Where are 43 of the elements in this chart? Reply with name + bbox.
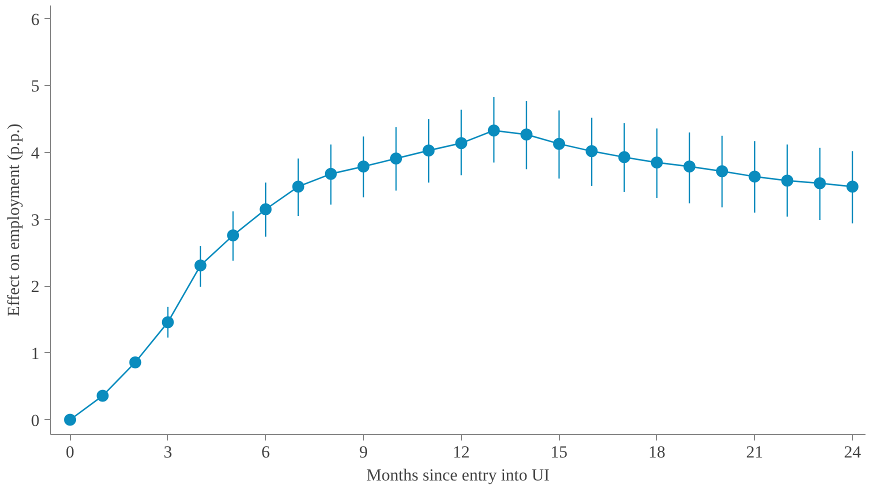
point [96,390,109,402]
point [129,356,142,368]
y-tick-label: 2 [31,277,40,296]
y-tick-label: 1 [31,344,40,363]
point [260,203,272,216]
point [64,414,76,426]
x-axis-title: Months since entry into UI [366,466,550,484]
point [324,168,337,180]
x-tick-label: 21 [746,442,764,462]
x-tick-label: 24 [844,442,862,462]
point [292,180,304,193]
point [488,124,500,136]
point [553,138,566,150]
point [422,144,435,156]
point [618,151,630,164]
x-tick-label: 15 [550,442,568,462]
point [162,316,174,328]
y-tick-label: 6 [31,10,40,29]
x-tick-label: 9 [359,442,368,462]
point [390,152,402,165]
point [520,128,532,140]
point [455,137,468,150]
x-tick-label: 12 [452,442,470,462]
y-tick-label: 5 [31,76,40,96]
x-tick-label: 0 [66,442,74,462]
point [814,177,826,190]
point [748,170,761,183]
point [194,259,206,272]
point [846,180,858,193]
point [716,165,728,178]
y-tick-label: 0 [31,410,40,430]
x-tick-label: 3 [164,442,172,462]
x-tick-label: 18 [648,442,666,462]
y-axis-title: Effect on employment (p.p.) [4,124,23,316]
point [357,160,370,173]
point [683,160,696,173]
y-tick-label: 3 [31,210,40,230]
point [650,156,663,169]
point [227,229,240,242]
point [586,145,598,158]
y-tick-label: 4 [31,144,40,163]
point [781,174,794,187]
x-tick-label: 6 [261,442,270,462]
